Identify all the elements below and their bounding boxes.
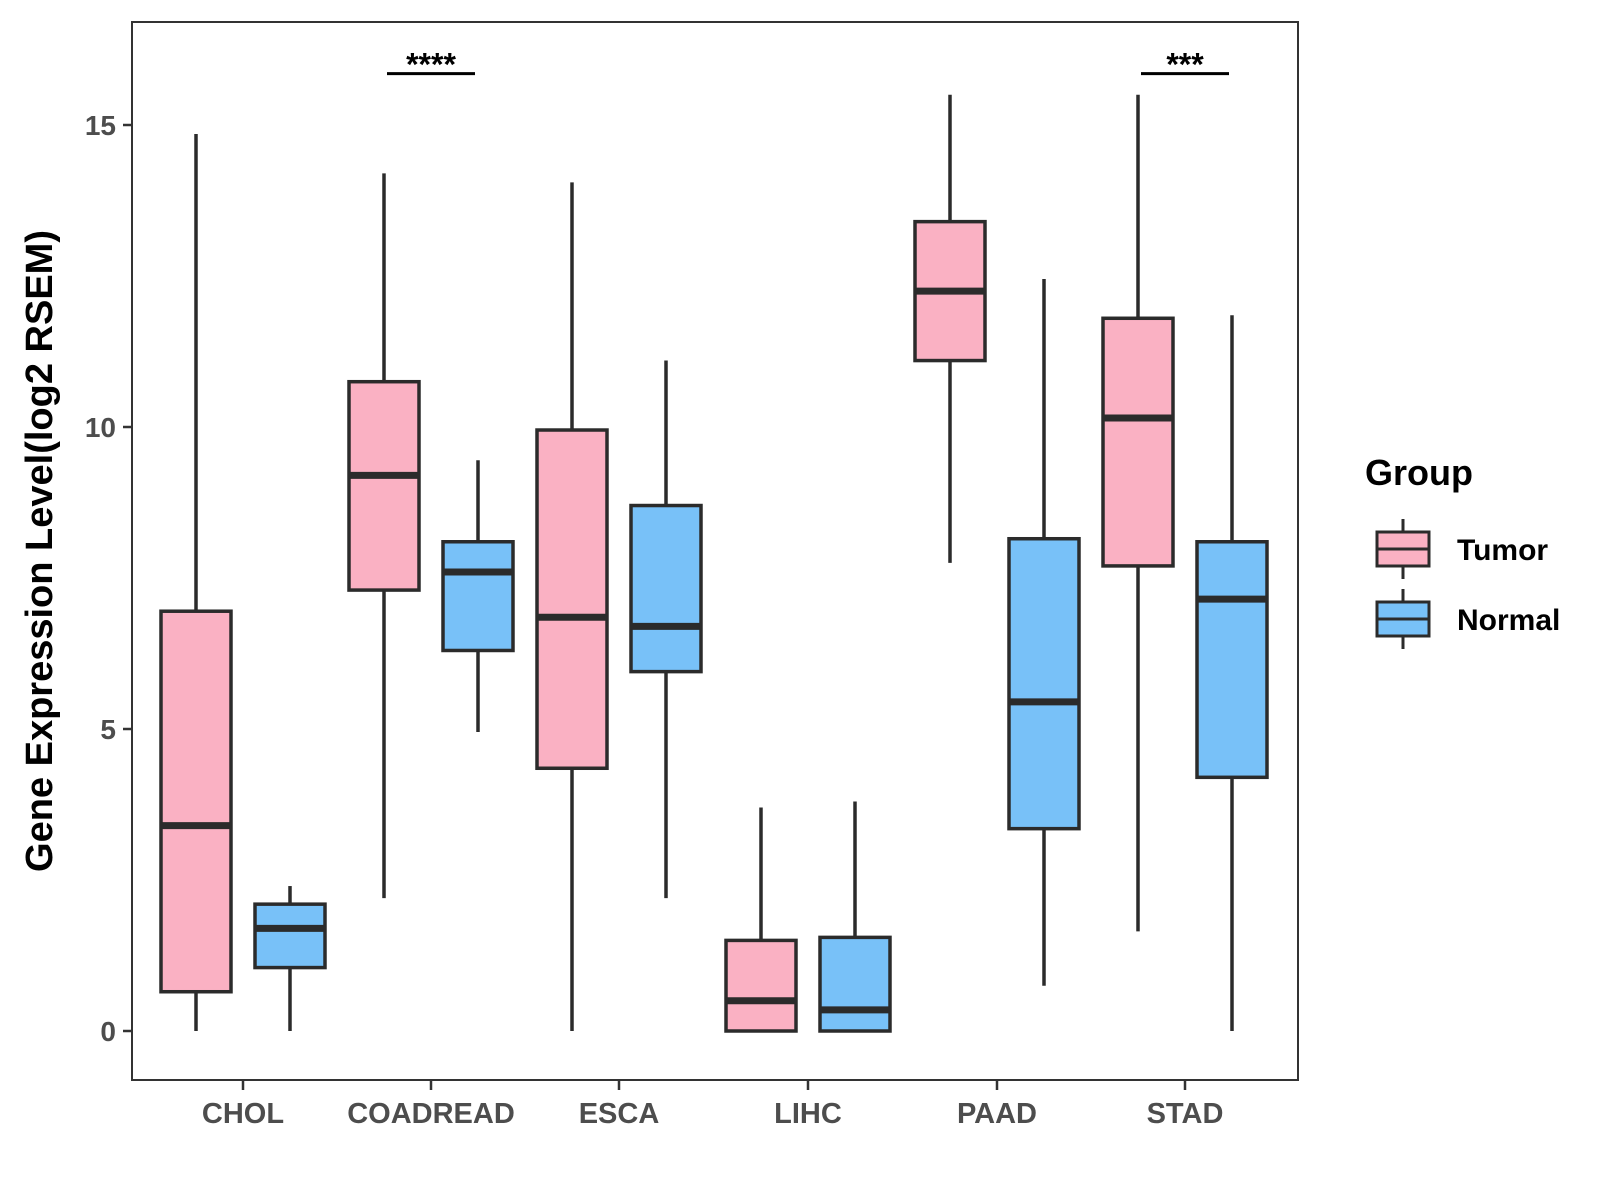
y-tick-label-10: 10 xyxy=(85,412,116,443)
box-stad-normal xyxy=(1195,315,1269,1031)
box-rect-stad-normal xyxy=(1195,540,1269,780)
box-lihc-tumor xyxy=(724,807,798,1033)
significance-label-stad: *** xyxy=(1166,47,1204,83)
box-layer xyxy=(159,94,1269,1033)
significance-label-coadread: **** xyxy=(406,47,456,83)
box-chol-normal xyxy=(253,886,327,1031)
legend-title: Group xyxy=(1365,452,1473,493)
box-esca-tumor xyxy=(535,182,609,1031)
box-rect-esca-normal xyxy=(629,503,703,674)
box-paad-tumor xyxy=(913,94,987,563)
x-axis: CHOL COADREAD ESCA LIHC PAAD STAD xyxy=(202,1080,1223,1130)
box-rect-chol-normal xyxy=(253,902,327,970)
box-paad-normal xyxy=(1007,279,1081,986)
box-chol-tumor xyxy=(159,134,233,1031)
x-tick-label-stad: STAD xyxy=(1147,1098,1224,1130)
x-tick-label-chol: CHOL xyxy=(202,1098,284,1130)
box-rect-lihc-normal xyxy=(818,935,892,1033)
box-coadread-tumor xyxy=(347,173,421,899)
legend-label-normal: Normal xyxy=(1457,604,1560,637)
box-rect-paad-normal xyxy=(1007,536,1081,831)
y-axis: 0 5 10 15 xyxy=(85,110,132,1047)
y-tick-label-0: 0 xyxy=(100,1016,116,1047)
box-stad-tumor xyxy=(1101,94,1175,932)
box-rect-stad-tumor xyxy=(1101,316,1175,568)
y-axis-label: Gene Expression Level(log2 RSEM) xyxy=(19,230,61,872)
x-tick-label-coadread: COADREAD xyxy=(347,1098,515,1130)
annotation-layer: **** *** xyxy=(387,47,1229,83)
legend-item-tumor: Tumor xyxy=(1375,519,1548,579)
y-tick-label-5: 5 xyxy=(100,714,116,745)
box-esca-normal xyxy=(629,360,703,899)
box-rect-chol-tumor xyxy=(159,609,233,994)
y-tick-label-15: 15 xyxy=(85,110,116,141)
legend-label-tumor: Tumor xyxy=(1457,534,1548,567)
legend: Group Tumor Normal xyxy=(1365,452,1560,649)
box-rect-lihc-tumor xyxy=(724,938,798,1033)
box-lihc-normal xyxy=(818,801,892,1033)
box-rect-coadread-normal xyxy=(441,540,515,653)
x-tick-label-paad: PAAD xyxy=(957,1098,1037,1130)
legend-item-normal: Normal xyxy=(1375,589,1560,649)
box-rect-coadread-tumor xyxy=(347,379,421,592)
box-rect-esca-tumor xyxy=(535,428,609,771)
x-tick-label-lihc: LIHC xyxy=(774,1098,842,1130)
x-tick-label-esca: ESCA xyxy=(579,1098,660,1130)
box-coadread-normal xyxy=(441,460,515,733)
